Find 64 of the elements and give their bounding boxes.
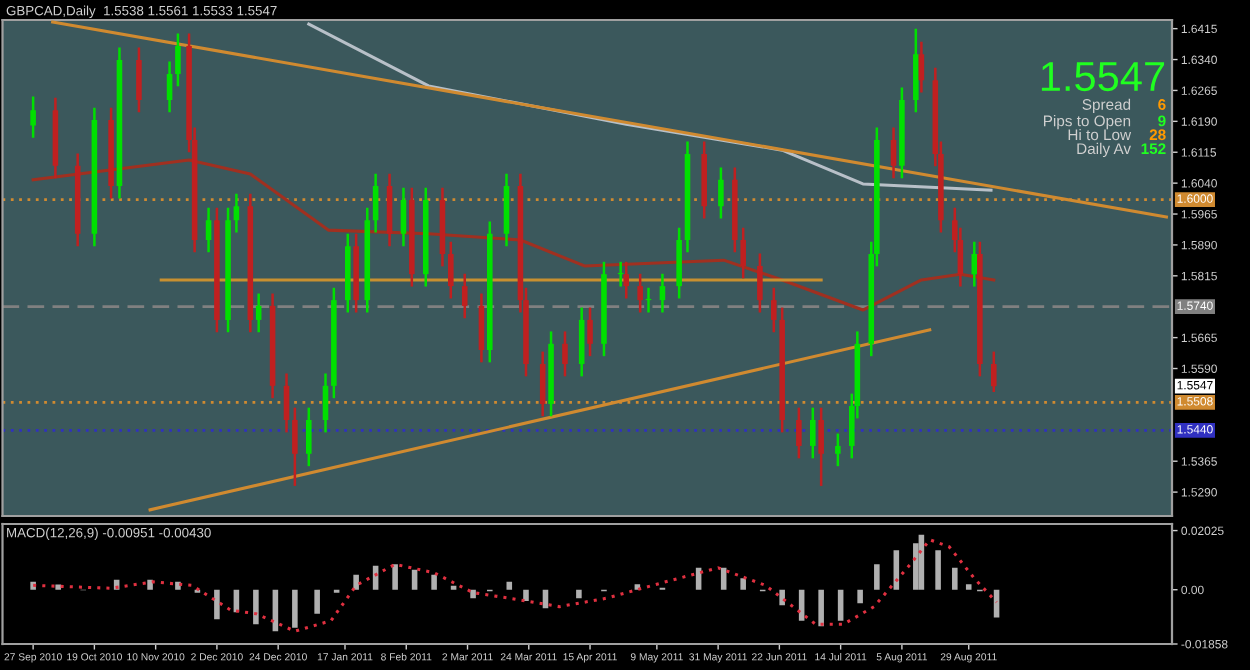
bar bbox=[779, 589, 785, 606]
bar bbox=[353, 574, 359, 590]
candlestick bbox=[461, 272, 468, 320]
line-series bbox=[31, 538, 999, 633]
bar bbox=[470, 589, 476, 599]
candlestick bbox=[136, 46, 142, 114]
candlestick bbox=[659, 272, 666, 314]
bar bbox=[576, 589, 582, 599]
candlestick bbox=[30, 95, 36, 140]
candlestick bbox=[757, 252, 763, 314]
bar bbox=[720, 567, 727, 590]
line-series bbox=[307, 22, 993, 192]
candlestick bbox=[448, 240, 454, 300]
candlestick bbox=[400, 186, 407, 248]
bar bbox=[292, 589, 298, 628]
candlestick bbox=[810, 406, 816, 460]
candlestick bbox=[562, 330, 568, 378]
candlestick bbox=[835, 432, 841, 468]
bar bbox=[837, 589, 844, 621]
candlestick bbox=[292, 406, 298, 488]
bar bbox=[253, 589, 259, 625]
candlestick bbox=[587, 306, 593, 358]
candlestick bbox=[676, 226, 682, 300]
bar bbox=[913, 543, 919, 590]
bar bbox=[935, 550, 941, 590]
bar bbox=[818, 589, 824, 627]
candlestick bbox=[918, 40, 925, 94]
candlestick bbox=[890, 126, 897, 180]
bar bbox=[214, 589, 220, 620]
bar bbox=[857, 589, 863, 604]
candlestick bbox=[306, 406, 312, 468]
candlestick bbox=[578, 306, 585, 378]
candlestick bbox=[166, 60, 173, 114]
candlestick bbox=[718, 166, 724, 220]
bar bbox=[740, 578, 746, 590]
bar bbox=[965, 584, 972, 590]
bar bbox=[523, 589, 529, 602]
candlestick bbox=[503, 172, 510, 248]
candlestick bbox=[205, 206, 212, 254]
bar bbox=[411, 569, 418, 590]
bar bbox=[392, 564, 398, 590]
bar bbox=[55, 584, 61, 590]
candlestick bbox=[913, 27, 919, 114]
bar bbox=[506, 581, 513, 590]
bar bbox=[874, 564, 880, 590]
candlestick bbox=[740, 226, 746, 280]
candlestick bbox=[255, 292, 262, 334]
bar bbox=[147, 579, 153, 590]
candlestick bbox=[386, 172, 393, 248]
annotation: 1.5547 bbox=[1041, 62, 1165, 92]
line-series bbox=[31, 158, 996, 312]
candlestick bbox=[539, 350, 546, 418]
bar bbox=[952, 567, 958, 590]
candlestick bbox=[623, 260, 630, 300]
candlestick bbox=[175, 32, 181, 88]
bar bbox=[314, 589, 320, 614]
candlestick bbox=[478, 292, 485, 364]
candlestick bbox=[818, 406, 824, 488]
candlestick bbox=[796, 406, 802, 460]
candlestick bbox=[233, 192, 240, 234]
candlestick bbox=[991, 350, 997, 394]
candlestick bbox=[771, 286, 777, 334]
candlestick bbox=[637, 272, 643, 314]
bar bbox=[431, 574, 437, 590]
